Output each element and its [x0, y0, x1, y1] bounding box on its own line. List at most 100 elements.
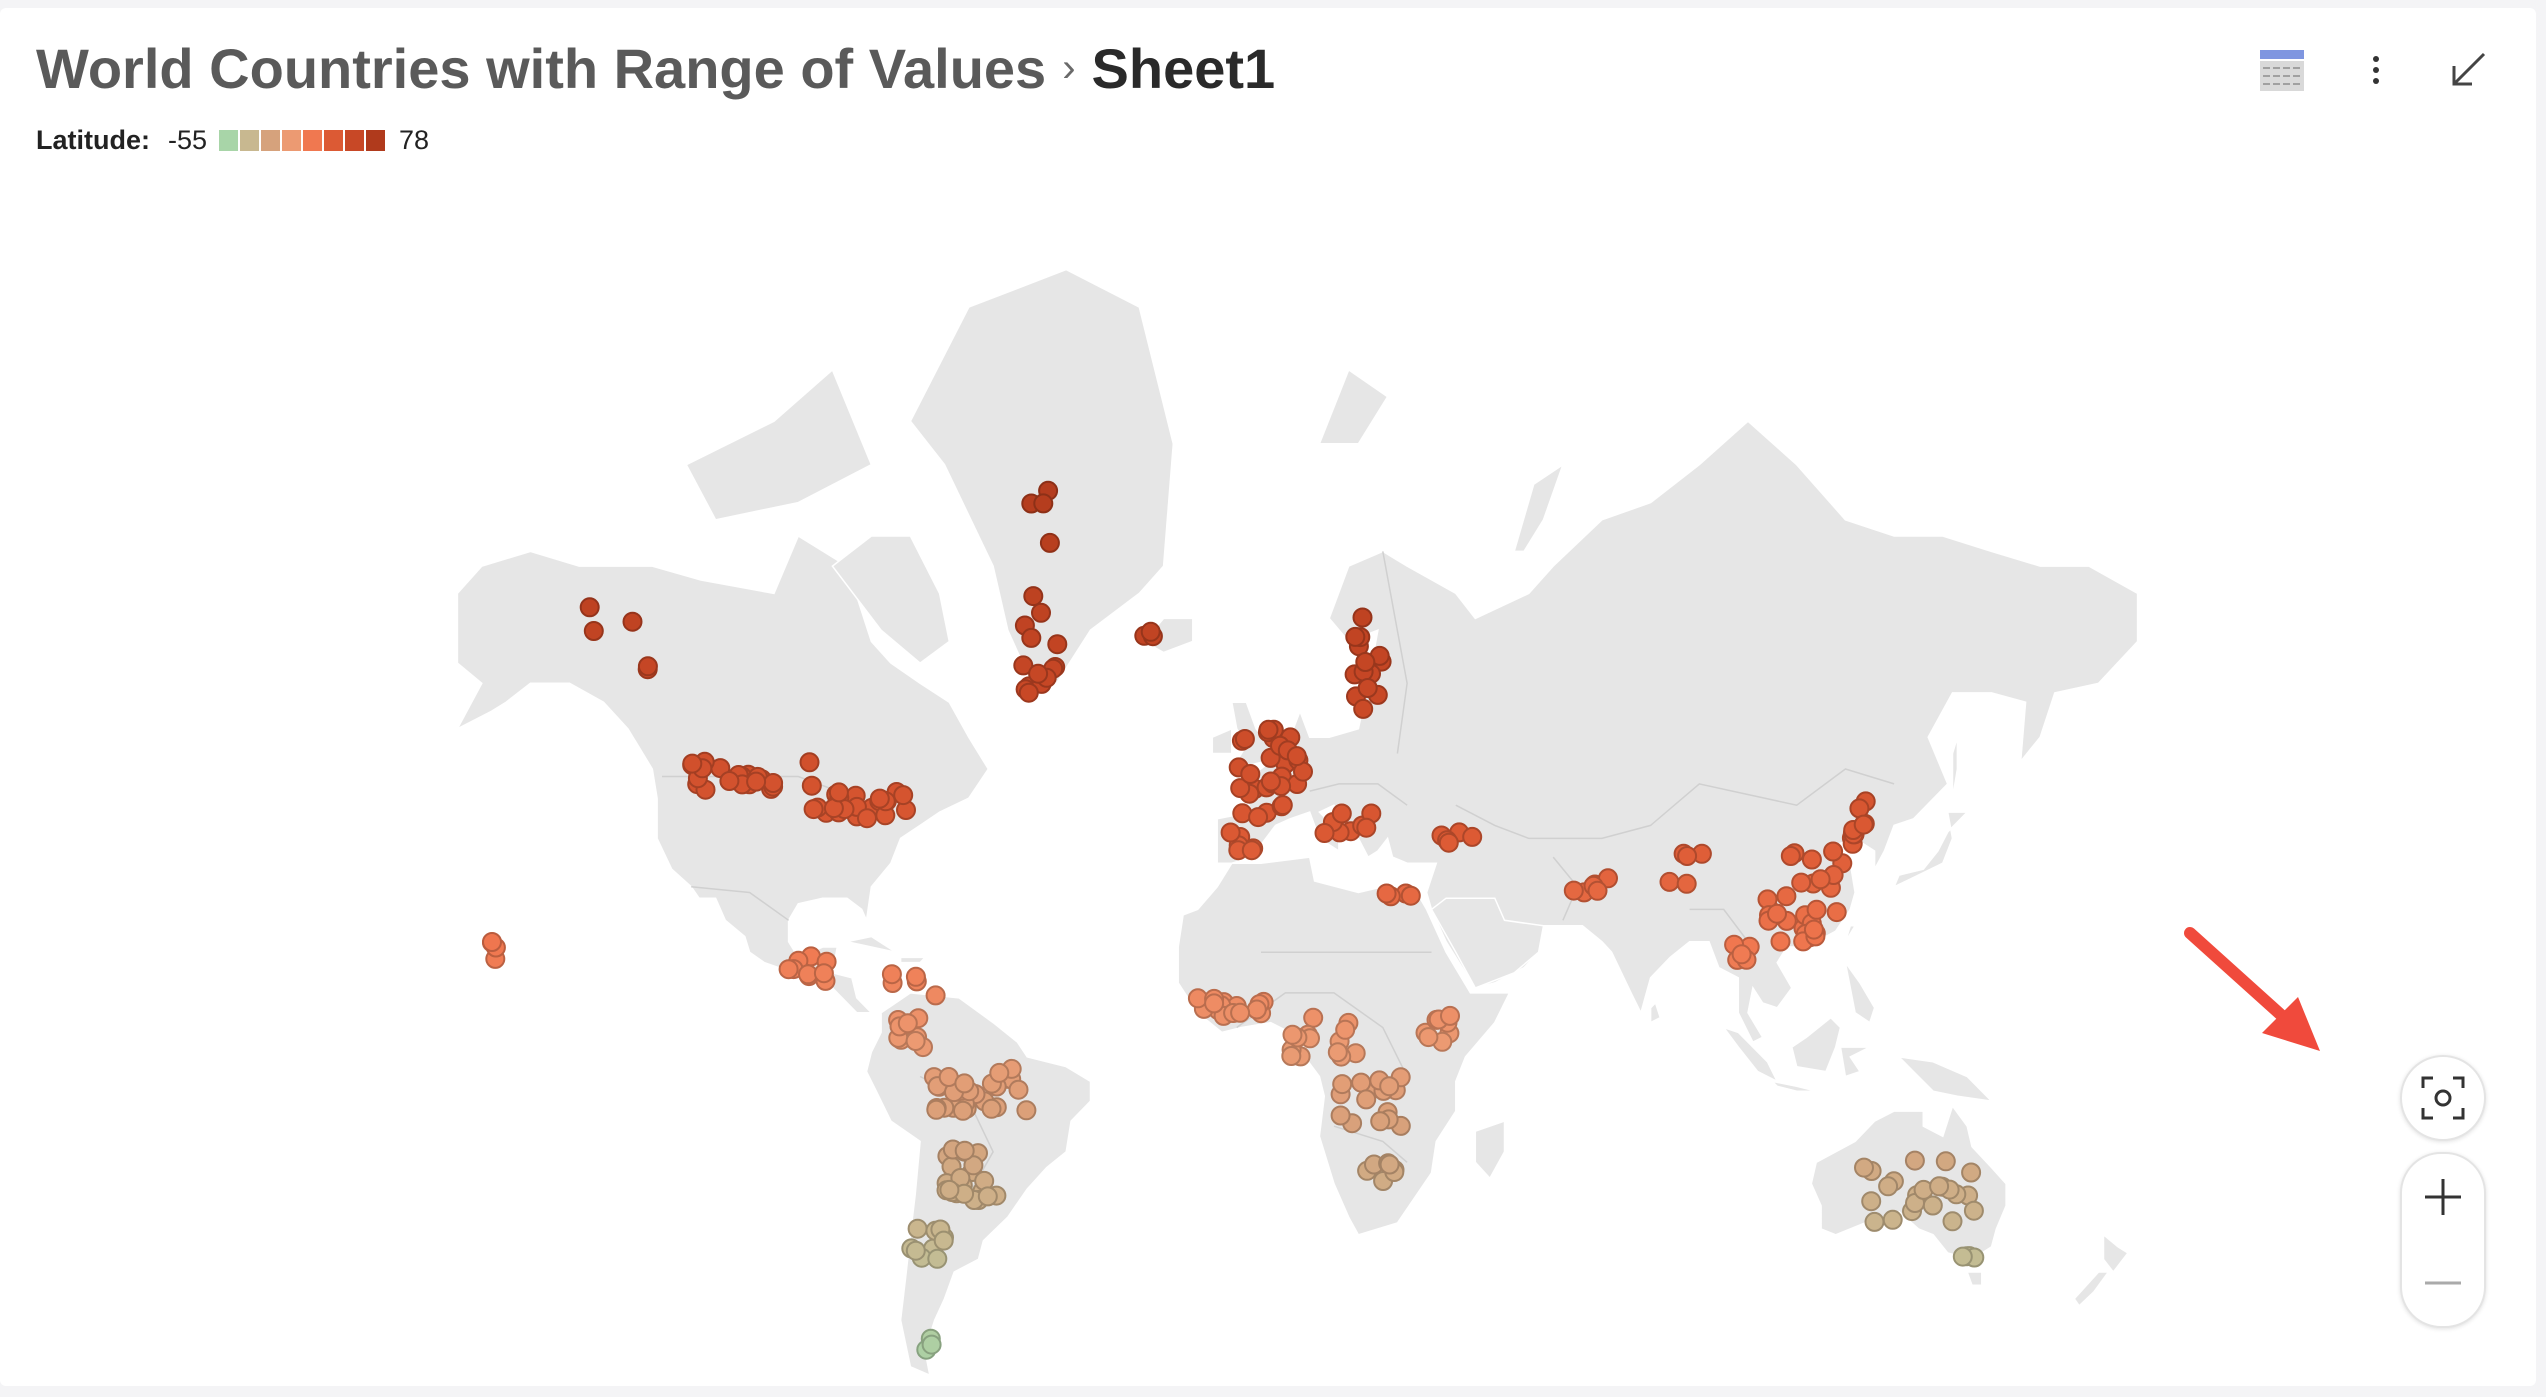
- map-point[interactable]: [1379, 1076, 1400, 1097]
- map-point[interactable]: [1770, 931, 1791, 952]
- map-point[interactable]: [881, 964, 902, 985]
- map-point[interactable]: [1587, 880, 1608, 901]
- map-point[interactable]: [579, 597, 600, 618]
- map-point[interactable]: [1023, 586, 1044, 607]
- more-options-button[interactable]: [2346, 40, 2406, 100]
- map-point[interactable]: [1659, 871, 1680, 892]
- map-point[interactable]: [1021, 627, 1042, 648]
- map-point[interactable]: [1963, 1200, 1984, 1221]
- fit-to-view-button[interactable]: [2400, 1055, 2486, 1141]
- map-point[interactable]: [682, 753, 703, 774]
- map-point[interactable]: [1462, 826, 1483, 847]
- map-point[interactable]: [1776, 886, 1797, 907]
- map-point[interactable]: [1031, 602, 1051, 623]
- map-point[interactable]: [953, 1100, 973, 1121]
- map-point[interactable]: [1204, 993, 1225, 1014]
- map-point[interactable]: [1961, 1162, 1982, 1183]
- map-point[interactable]: [977, 1186, 998, 1207]
- map-point[interactable]: [637, 656, 658, 677]
- map-point[interactable]: [778, 959, 799, 980]
- map-point[interactable]: [925, 985, 946, 1006]
- map-point[interactable]: [1780, 846, 1801, 866]
- map-point[interactable]: [905, 966, 926, 987]
- map-point[interactable]: [1352, 607, 1373, 628]
- map-point[interactable]: [1033, 493, 1054, 514]
- map-point[interactable]: [1345, 626, 1366, 647]
- map-point[interactable]: [1904, 1150, 1925, 1171]
- map-point[interactable]: [1039, 532, 1060, 553]
- map-point[interactable]: [803, 799, 824, 820]
- map-point[interactable]: [1013, 655, 1034, 676]
- map-point[interactable]: [1929, 1176, 1950, 1197]
- map-point[interactable]: [1047, 634, 1068, 655]
- map-point[interactable]: [1028, 663, 1049, 684]
- map-point[interactable]: [1356, 1089, 1377, 1110]
- map-point[interactable]: [905, 1240, 926, 1261]
- map-point[interactable]: [1330, 1105, 1351, 1126]
- map-point[interactable]: [1220, 822, 1241, 843]
- map-point[interactable]: [1282, 1024, 1303, 1045]
- map-point[interactable]: [927, 1248, 948, 1269]
- map-point[interactable]: [763, 773, 784, 793]
- map-point[interactable]: [1440, 1005, 1460, 1026]
- data-points[interactable]: [482, 480, 1985, 1360]
- map-point[interactable]: [1018, 682, 1039, 703]
- map-point[interactable]: [1563, 880, 1584, 901]
- map-point[interactable]: [1281, 1046, 1302, 1066]
- map-point[interactable]: [893, 785, 914, 806]
- map-point[interactable]: [1353, 698, 1374, 719]
- map-point[interactable]: [1935, 1151, 1956, 1172]
- map-point[interactable]: [1952, 1246, 1973, 1267]
- map-point[interactable]: [1314, 823, 1335, 843]
- map-point[interactable]: [1731, 944, 1752, 965]
- map-point[interactable]: [907, 1218, 928, 1239]
- map-point[interactable]: [1861, 1191, 1882, 1212]
- map-point[interactable]: [1801, 849, 1822, 870]
- map-point[interactable]: [1418, 1027, 1439, 1048]
- map-point[interactable]: [1826, 902, 1847, 923]
- map-point[interactable]: [1400, 885, 1421, 906]
- map-point[interactable]: [1246, 999, 1267, 1020]
- dataset-title[interactable]: World Countries with Range of Values: [36, 36, 1047, 100]
- map-point[interactable]: [1677, 846, 1698, 866]
- zoom-in-button[interactable]: [2402, 1154, 2484, 1240]
- map-point[interactable]: [1248, 807, 1269, 828]
- map-point[interactable]: [954, 1140, 975, 1161]
- map-point[interactable]: [1272, 795, 1293, 816]
- map-point[interactable]: [1356, 817, 1377, 838]
- map-point[interactable]: [1008, 1079, 1029, 1100]
- map-point[interactable]: [746, 771, 767, 792]
- map-point[interactable]: [1286, 746, 1307, 767]
- map-point[interactable]: [921, 1334, 942, 1355]
- map-point[interactable]: [828, 782, 849, 803]
- map-point[interactable]: [1810, 869, 1831, 890]
- map-point[interactable]: [1327, 1042, 1348, 1063]
- map-point[interactable]: [1853, 814, 1874, 835]
- zoom-out-button[interactable]: [2402, 1240, 2484, 1326]
- map-point[interactable]: [1942, 1211, 1963, 1232]
- map-point[interactable]: [799, 752, 820, 773]
- map-point[interactable]: [981, 1098, 1002, 1119]
- table-view-button[interactable]: [2252, 40, 2312, 100]
- map-point[interactable]: [1767, 903, 1787, 924]
- map-point[interactable]: [1351, 1072, 1372, 1093]
- collapse-button[interactable]: [2438, 40, 2498, 100]
- map-point[interactable]: [1806, 899, 1827, 920]
- map-point[interactable]: [1335, 1019, 1356, 1040]
- map-point[interactable]: [989, 1062, 1010, 1083]
- map-point[interactable]: [1379, 1154, 1400, 1175]
- map-point[interactable]: [1140, 621, 1161, 642]
- map-point[interactable]: [905, 1031, 926, 1051]
- map-point[interactable]: [1803, 919, 1824, 940]
- map-point[interactable]: [1230, 1002, 1251, 1023]
- map-point[interactable]: [1355, 652, 1376, 672]
- map-point[interactable]: [939, 1179, 960, 1200]
- map-point[interactable]: [1854, 1157, 1874, 1178]
- map-point[interactable]: [1332, 1074, 1353, 1095]
- map-point[interactable]: [1878, 1176, 1899, 1197]
- map-point[interactable]: [954, 1073, 975, 1094]
- map-point[interactable]: [1438, 832, 1459, 853]
- map-point[interactable]: [926, 1099, 947, 1120]
- map-point[interactable]: [933, 1230, 954, 1251]
